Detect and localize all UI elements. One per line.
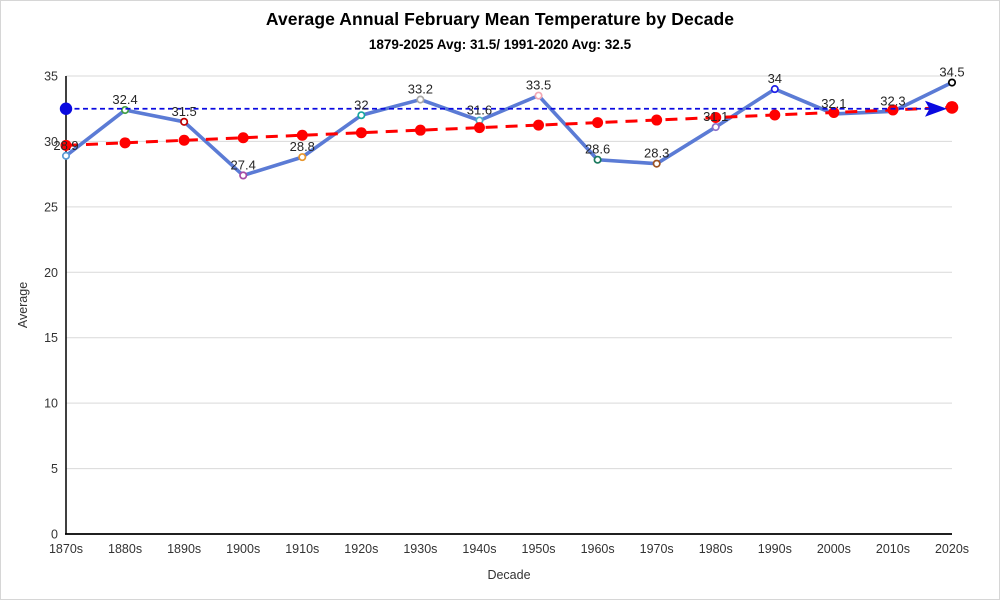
y-tick-label-10: 10: [44, 397, 58, 411]
trendline-dot-1870s: [60, 139, 72, 151]
x-tick-label-1900s: 1900s: [226, 542, 260, 556]
x-tick-label-1910s: 1910s: [285, 542, 319, 556]
trendline-dot-2000s: [828, 106, 840, 118]
trendline-dot-1880s: [119, 137, 131, 149]
trendline-dot-1950s: [533, 119, 545, 131]
data-point-marker-1890s: [180, 117, 189, 126]
x-tick-label-1920s: 1920s: [344, 542, 378, 556]
chart-title: Average Annual February Mean Temperature…: [265, 9, 735, 29]
x-tick-label-1940s: 1940s: [462, 542, 496, 556]
average-line-start-dot: [59, 102, 73, 115]
trendline-dot-1920s: [355, 127, 367, 139]
data-label-1920s: 32: [354, 97, 368, 112]
trendline-dot-1940s: [473, 122, 485, 134]
temperature-series-line: [64, 80, 954, 178]
y-tick-label-5: 5: [51, 462, 58, 476]
y-tick-label-0: 0: [51, 528, 58, 542]
trendline-dot-2010s: [887, 104, 899, 116]
y-axis-title: Average: [16, 282, 30, 328]
data-point-marker-1880s: [121, 105, 130, 115]
data-label-1950s: 33.5: [526, 78, 551, 93]
trendline-dot-1960s: [592, 117, 604, 129]
data-point-marker-1970s: [652, 159, 661, 168]
data-point-marker-1950s: [534, 91, 543, 100]
trendline-dot-1910s: [296, 129, 308, 141]
data-label-1990s: 34: [768, 71, 782, 86]
x-tick-label-2000s: 2000s: [817, 542, 851, 556]
data-point-marker-1900s: [239, 171, 248, 180]
x-tick-label-1880s: 1880s: [108, 542, 142, 556]
x-axis-title: Decade: [487, 568, 530, 582]
chart-subtitle: 1879-2025 Avg: 31.5/ 1991-2020 Avg: 32.5: [368, 37, 632, 52]
x-tick-label-1960s: 1960s: [581, 542, 615, 556]
x-tick-label-1980s: 1980s: [699, 542, 733, 556]
data-label-1870s: 28.9: [53, 138, 78, 153]
y-tick-label-20: 20: [44, 266, 58, 280]
y-tick-label-25: 25: [44, 200, 58, 214]
data-point-marker-1980s: [711, 122, 720, 132]
trendline-dot-1990s: [769, 109, 781, 121]
data-label-1960s: 28.6: [585, 142, 610, 157]
trendline-dot-2020s: [945, 101, 959, 114]
x-tick-label-1970s: 1970s: [640, 542, 674, 556]
x-tick-label-2020s: 2020s: [935, 542, 969, 556]
x-tick-label-1930s: 1930s: [403, 542, 437, 556]
data-label-1980s: 31.1: [703, 109, 728, 124]
x-tick-label-2010s: 2010s: [876, 542, 910, 556]
x-tick-label-1890s: 1890s: [167, 542, 201, 556]
data-label-1940s: 31.6: [467, 102, 492, 117]
data-point-marker-1920s: [357, 111, 366, 120]
data-label-1910s: 28.8: [290, 139, 315, 154]
data-label-2000s: 32.1: [821, 96, 846, 111]
x-tick-label-1950s: 1950s: [522, 542, 556, 556]
data-point-marker-1930s: [416, 95, 425, 104]
data-label-2020s: 34.5: [939, 65, 964, 80]
trendline: [65, 105, 953, 147]
data-point-marker-1990s: [770, 85, 779, 94]
data-label-1970s: 28.3: [644, 146, 669, 161]
trendline-dot-1900s: [237, 132, 249, 144]
data-label-1930s: 33.2: [408, 82, 433, 97]
data-point-marker-2020s: [947, 78, 957, 87]
trendline-dot-1980s: [710, 112, 722, 124]
x-tick-label-1870s: 1870s: [49, 542, 83, 556]
data-point-marker-1870s: [61, 151, 71, 160]
data-label-1880s: 32.4: [112, 92, 137, 107]
trendline-dot-1930s: [414, 124, 426, 136]
data-point-marker-1960s: [593, 155, 602, 164]
y-tick-label-30: 30: [44, 135, 58, 149]
data-label-2010s: 32.3: [880, 93, 905, 108]
y-tick-label-35: 35: [44, 70, 58, 84]
data-label-1900s: 27.4: [231, 157, 256, 172]
data-point-marker-1910s: [298, 153, 307, 162]
x-tick-label-1990s: 1990s: [758, 542, 792, 556]
data-label-1890s: 31.5: [171, 104, 196, 119]
average-line-arrow-icon: [925, 100, 947, 117]
trendline-dot-1970s: [651, 114, 663, 126]
y-tick-label-15: 15: [44, 331, 58, 345]
trendline-dot-1890s: [178, 134, 190, 146]
